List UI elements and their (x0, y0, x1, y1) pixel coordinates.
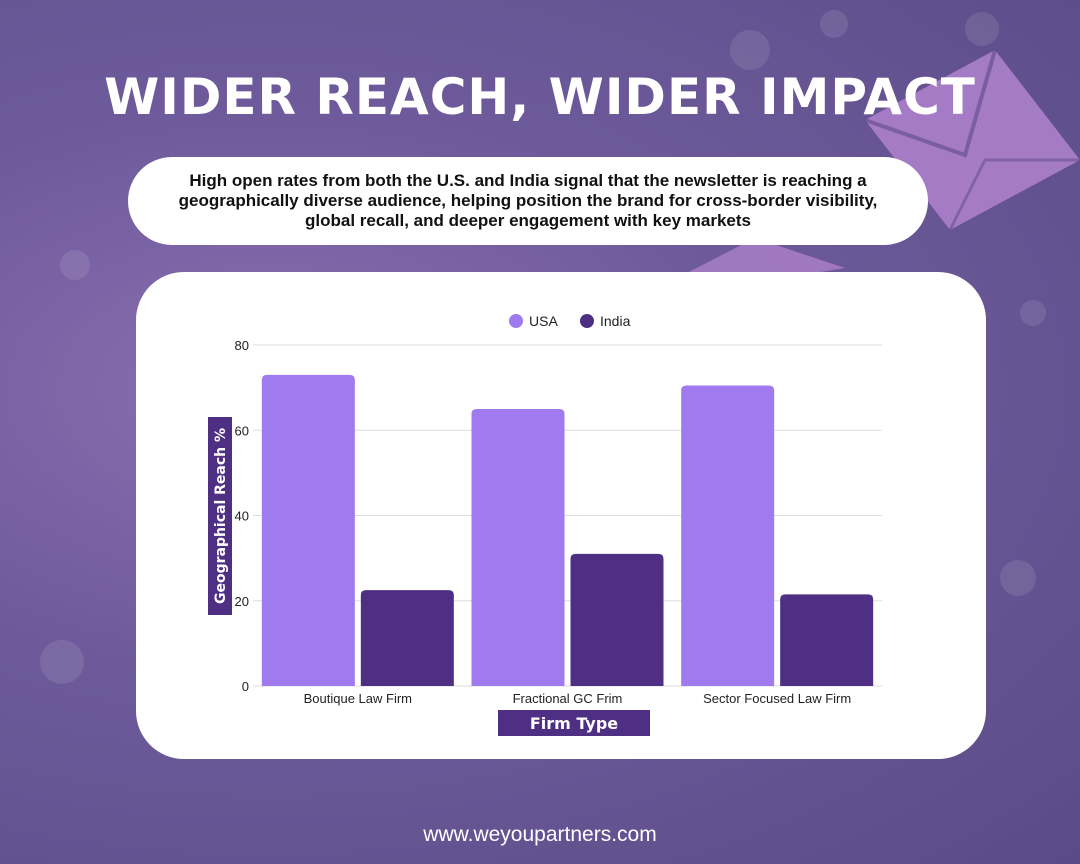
bokeh-light (1000, 560, 1036, 596)
bokeh-light (820, 10, 848, 38)
y-tick-label: 40 (235, 509, 249, 524)
x-tick-label: Sector Focused Law Firm (703, 691, 851, 706)
y-tick-label: 60 (235, 423, 249, 438)
y-tick-label: 20 (235, 594, 249, 609)
subtitle-text: High open rates from both the U.S. and I… (178, 171, 878, 230)
headline: WIDER REACH, WIDER IMPACT (104, 68, 976, 126)
x-axis-label: Firm Type (530, 714, 618, 733)
bar-chart: 0 20 40 60 80 Boutique Law Firm Fractional GC … (208, 313, 882, 736)
y-tick-label: 80 (235, 338, 249, 353)
bokeh-light (730, 30, 770, 70)
legend-label: India (600, 313, 631, 329)
footer-url[interactable]: www.weyoupartners.com (423, 823, 657, 846)
bar-usa (471, 408, 565, 686)
bar-usa (681, 385, 775, 686)
x-axis-label-box (498, 710, 650, 736)
bar-india (360, 590, 454, 686)
y-axis-label-box (208, 417, 232, 615)
y-tick-label: 0 (242, 679, 249, 694)
bokeh-light (40, 640, 84, 684)
y-axis-label: Geographical Reach % (213, 428, 229, 604)
legend-swatch-india (580, 314, 594, 328)
bokeh-light (1020, 300, 1046, 326)
chart-card: 0 20 40 60 80 Boutique Law Firm Fractional GC … (136, 272, 986, 759)
legend-swatch-usa (509, 314, 523, 328)
subtitle-pill: High open rates from both the U.S. and I… (128, 157, 928, 245)
bar-usa (261, 374, 355, 686)
bokeh-light (965, 12, 999, 46)
bar-india (780, 594, 874, 686)
bokeh-light (60, 250, 90, 280)
x-tick-label: Boutique Law Firm (304, 691, 412, 706)
legend-label: USA (529, 313, 558, 329)
bar-india (570, 553, 664, 686)
x-tick-label: Fractional GC Frim (513, 691, 623, 706)
envelope-icon (685, 238, 845, 278)
